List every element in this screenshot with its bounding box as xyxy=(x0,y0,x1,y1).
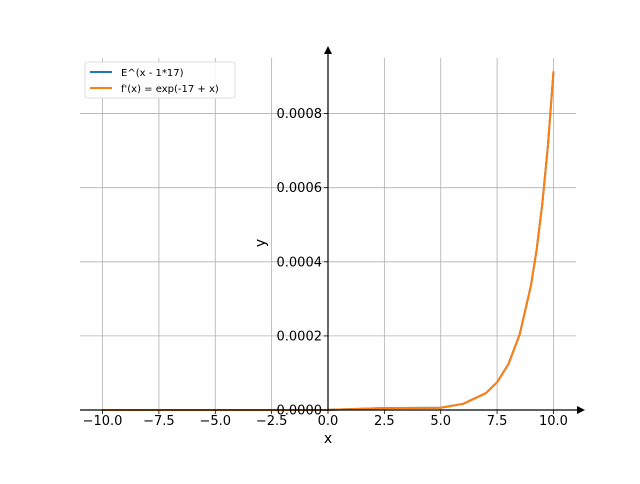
legend-label-1: E^(x - 1*17) xyxy=(121,68,184,79)
x-tick-label: 7.5 xyxy=(487,414,508,429)
x-tick-label: 10.0 xyxy=(539,414,568,429)
y-tick-label: 0.0000 xyxy=(277,404,323,419)
x-tick-label: −7.5 xyxy=(143,414,175,429)
x-tick-label: −5.0 xyxy=(199,414,231,429)
y-tick-label: 0.0008 xyxy=(277,107,323,122)
y-tick-label: 0.0006 xyxy=(277,181,323,196)
x-tick-label: 0.0 xyxy=(318,414,339,429)
tick-labels: −10.0 −7.5 −5.0 −2.5 0.0 2.5 5.0 7.5 10.0 0.0000 0… xyxy=(83,107,568,429)
x-axis-arrow xyxy=(577,406,585,414)
legend-frame xyxy=(84,61,236,99)
x-tick-label: −2.5 xyxy=(256,414,288,429)
x-tick-label: 5.0 xyxy=(430,414,451,429)
x-axis-label: x xyxy=(324,431,332,447)
legend: E^(x - 1*17) f'(x) = exp(-17 + x) xyxy=(84,61,236,99)
y-axis-arrow xyxy=(324,46,332,54)
y-tick-label: 0.0004 xyxy=(277,255,323,270)
x-tick-label: 2.5 xyxy=(374,414,395,429)
axes xyxy=(80,46,585,414)
y-tick-label: 0.0002 xyxy=(277,329,323,344)
x-tick-label: −10.0 xyxy=(83,414,123,429)
y-axis-label: y xyxy=(253,239,269,247)
legend-label-2: f'(x) = exp(-17 + x) xyxy=(121,84,219,95)
